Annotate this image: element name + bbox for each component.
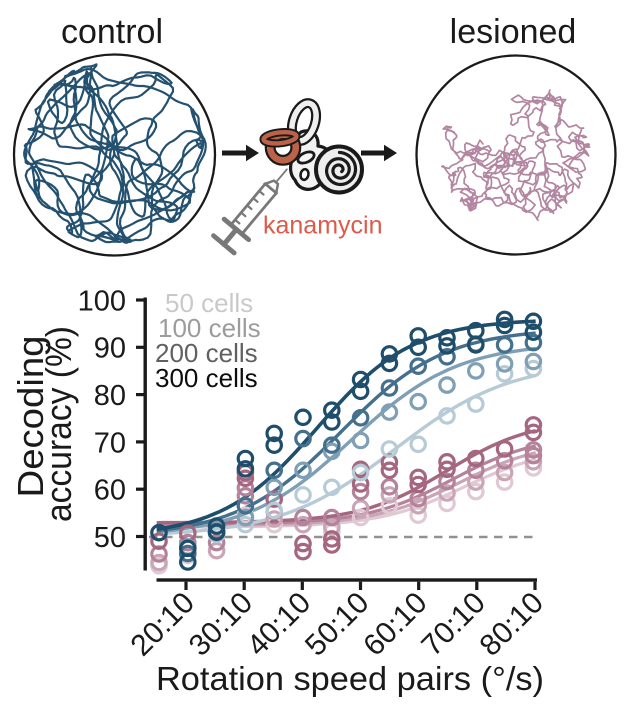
svg-text:60: 60 (94, 475, 126, 507)
svg-text:100 cells: 100 cells (158, 313, 261, 343)
svg-text:Decoding: Decoding (10, 336, 51, 498)
svg-text:lesioned: lesioned (450, 13, 577, 51)
svg-text:300 cells: 300 cells (155, 363, 258, 393)
svg-text:100: 100 (78, 285, 126, 317)
svg-text:50: 50 (94, 522, 126, 554)
svg-text:kanamycin: kanamycin (263, 212, 383, 240)
svg-text:Rotation speed pairs (°/s): Rotation speed pairs (°/s) (156, 660, 544, 697)
svg-text:70: 70 (94, 427, 126, 459)
svg-text:200 cells: 200 cells (155, 338, 258, 368)
svg-text:control: control (61, 13, 163, 51)
svg-text:accuracy (%): accuracy (%) (38, 326, 79, 522)
svg-text:80: 80 (94, 380, 126, 412)
svg-text:50 cells: 50 cells (165, 288, 253, 318)
svg-text:90: 90 (94, 333, 126, 365)
